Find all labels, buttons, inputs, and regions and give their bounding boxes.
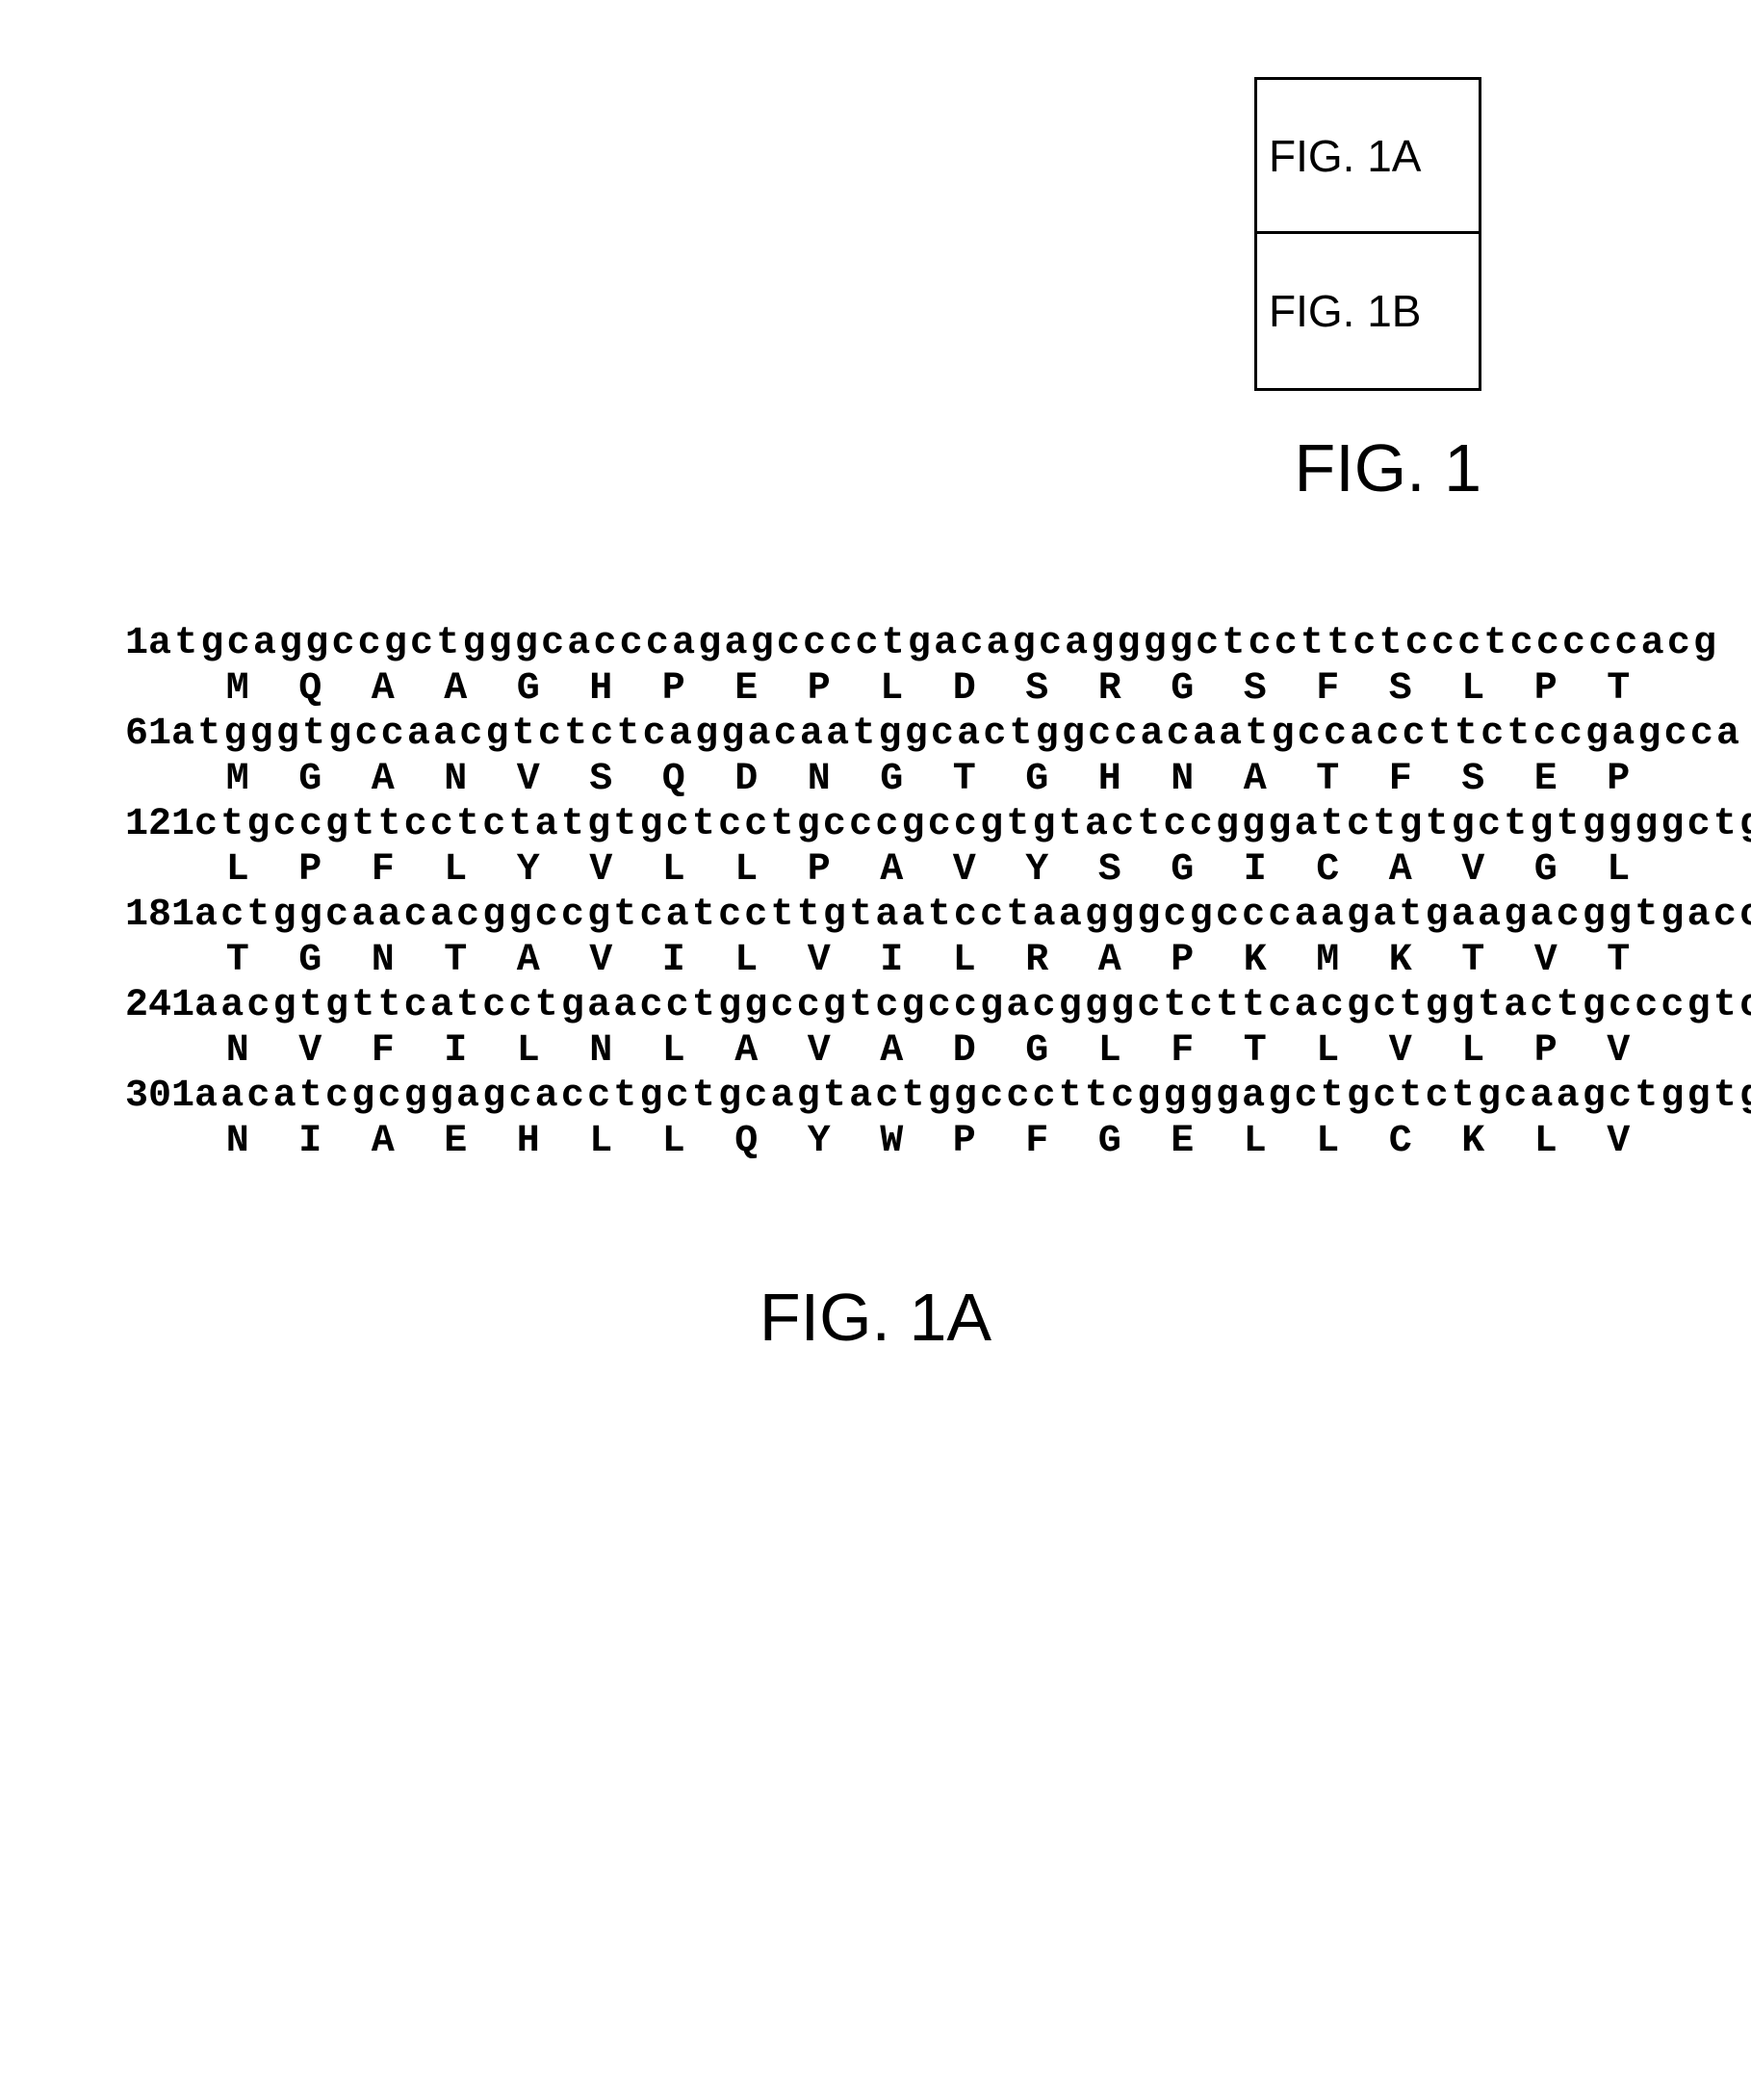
sequence-amino-acids: MQAAGHPEPLDSRGSFSLPT [201, 667, 1655, 711]
sequence-position: 241 [96, 984, 194, 1027]
sequence-position: 1 [96, 622, 148, 665]
sequence-nt-row: 241aacgtgttcatcctgaacctggccgtcgccgacgggc… [96, 984, 1655, 1027]
sequence-aa-row: MGANVSQDNGTGHNATFSEP [96, 758, 1655, 801]
sequence-nt-row: 301aacatcgcggagcacctgctgcagtactggcccttcg… [96, 1075, 1655, 1118]
sequence-position: 181 [96, 894, 194, 937]
sequence-aa-row: NVFILNLAVADGLFTLVLPV [96, 1029, 1655, 1073]
sequence-aa-row: MQAAGHPEPLDSRGSFSLPT [96, 667, 1655, 711]
sequence-nucleotides: actggcaacacggccgtcatccttgtaatcctaagggcgc… [194, 894, 1751, 937]
sequence-amino-acids: LPFLYVLLPAVYSGICAVGL [201, 848, 1655, 892]
sequence-nucleotides: atgcaggccgctgggcacccagagcccctgacagcagggg… [148, 622, 1719, 665]
sequence-aa-row: LPFLYVLLPAVYSGICAVGL [96, 848, 1655, 892]
figure-key-cell: FIG. 1A [1257, 80, 1479, 234]
sequence-position: 121 [96, 803, 194, 846]
figure-1-caption: FIG. 1 [1295, 429, 1481, 506]
sequence-aa-row: TGNTAVILVILRAPKMKTVT [96, 939, 1655, 982]
sequence-nucleotides: atgggtgccaacgtctctcaggacaatggcactggccaca… [171, 713, 1742, 756]
sequence-nucleotides: ctgccgttcctctatgtgctcctgcccgccgtgtactccg… [194, 803, 1751, 846]
sequence-listing: 1atgcaggccgctgggcacccagagcccctgacagcaggg… [96, 622, 1655, 1163]
sequence-nt-row: 1atgcaggccgctgggcacccagagcccctgacagcaggg… [96, 622, 1655, 665]
sequence-nt-row: 121ctgccgttcctctatgtgctcctgcccgccgtgtact… [96, 803, 1655, 846]
sequence-nt-row: 61atgggtgccaacgtctctcaggacaatggcactggcca… [96, 713, 1655, 756]
sequence-position: 61 [96, 713, 171, 756]
sequence-nt-row: 181actggcaacacggccgtcatccttgtaatcctaaggg… [96, 894, 1655, 937]
sequence-nucleotides: aacatcgcggagcacctgctgcagtactggcccttcgggg… [194, 1075, 1751, 1118]
figure-key-wrap: FIG. 1A FIG. 1B FIG. 1 [1254, 77, 1481, 506]
figure-key-region: FIG. 1A FIG. 1B FIG. 1 [96, 77, 1655, 506]
sequence-position: 301 [96, 1075, 194, 1118]
sequence-amino-acids: TGNTAVILVILRAPKMKTVT [201, 939, 1655, 982]
figure-key-box: FIG. 1A FIG. 1B [1254, 77, 1481, 391]
sequence-amino-acids: NVFILNLAVADGLFTLVLPV [201, 1029, 1655, 1073]
sequence-amino-acids: NIAEHLLQYWPFGELLCKLV [201, 1120, 1655, 1163]
sequence-aa-row: NIAEHLLQYWPFGELLCKLV [96, 1120, 1655, 1163]
sequence-nucleotides: aacgtgttcatcctgaacctggccgtcgccgacgggctct… [194, 984, 1751, 1027]
sequence-amino-acids: MGANVSQDNGTGHNATFSEP [201, 758, 1655, 801]
figure-key-cell: FIG. 1B [1257, 234, 1479, 388]
figure-1a-caption: FIG. 1A [96, 1279, 1655, 1356]
